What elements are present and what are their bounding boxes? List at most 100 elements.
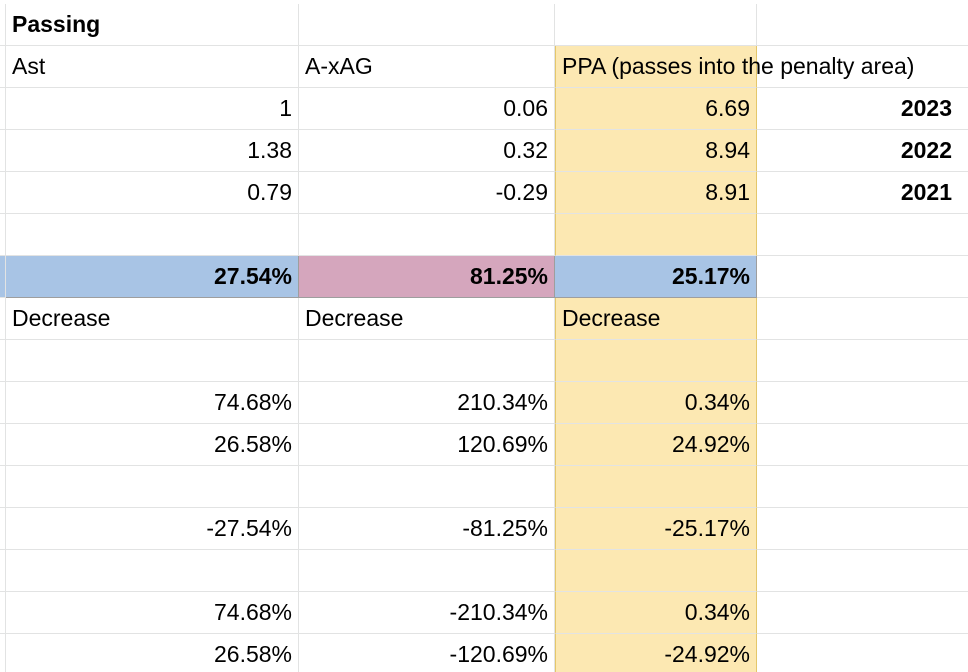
- cell-empty[interactable]: [555, 340, 757, 382]
- ppa-change-a: 0.34%: [684, 389, 750, 415]
- cell-ast-label[interactable]: Decrease: [6, 298, 299, 340]
- cell-ppa-negative-total[interactable]: -25.17%: [555, 508, 757, 550]
- cell-edge: [0, 466, 6, 508]
- cell-ast-negative-total[interactable]: -27.54%: [6, 508, 299, 550]
- cell-edge: [0, 46, 6, 88]
- sheet-row-4: 1.38 0.32 8.94 2022: [0, 130, 968, 172]
- cell-empty[interactable]: [757, 550, 968, 592]
- cell-ast-total[interactable]: 27.54%: [6, 256, 299, 298]
- cell-empty[interactable]: [757, 340, 968, 382]
- ppa-decrease-label: Decrease: [562, 305, 661, 331]
- cell-ppa-2023[interactable]: 6.69: [555, 88, 757, 130]
- header-ast: Ast: [12, 53, 46, 79]
- sheet-row-13: -27.54% -81.25% -25.17%: [0, 508, 968, 550]
- ppa-negative-total: -25.17%: [664, 515, 750, 541]
- cell-ast-change-a[interactable]: 74.68%: [6, 382, 299, 424]
- cell-axag-change-b[interactable]: 120.69%: [299, 424, 555, 466]
- cell-empty[interactable]: [555, 4, 757, 46]
- cell-empty[interactable]: [6, 466, 299, 508]
- cell-ast-2023[interactable]: 1: [6, 88, 299, 130]
- cell-edge: [0, 256, 6, 298]
- cell-edge: [0, 634, 6, 672]
- axag-change-c: -210.34%: [449, 599, 548, 625]
- section-title: Passing: [12, 11, 101, 37]
- ppa-change-b: 24.92%: [671, 431, 750, 457]
- cell-edge: [0, 424, 6, 466]
- cell-ppa-2022[interactable]: 8.94: [555, 130, 757, 172]
- sheet-row-5: 0.79 -0.29 8.91 2021: [0, 172, 968, 214]
- cell-axag-change-d[interactable]: -120.69%: [299, 634, 555, 672]
- ast-2023: 1: [279, 95, 292, 121]
- cell-header-ast[interactable]: Ast: [6, 46, 299, 88]
- cell-axag-2023[interactable]: 0.06: [299, 88, 555, 130]
- cell-ast-change-c[interactable]: 74.68%: [6, 592, 299, 634]
- cell-edge: [0, 382, 6, 424]
- axag-2022: 0.32: [503, 137, 548, 163]
- ppa-2021: 8.91: [705, 179, 750, 205]
- cell-empty[interactable]: [757, 592, 968, 634]
- cell-ast-change-b[interactable]: 26.58%: [6, 424, 299, 466]
- axag-negative-total: -81.25%: [462, 515, 548, 541]
- ast-change-a: 74.68%: [213, 389, 292, 415]
- cell-header-axag[interactable]: A-xAG: [299, 46, 555, 88]
- cell-year-2021[interactable]: 2021: [757, 172, 968, 214]
- cell-empty[interactable]: [757, 508, 968, 550]
- cell-ast-2022[interactable]: 1.38: [6, 130, 299, 172]
- cell-empty[interactable]: [757, 382, 968, 424]
- cell-ppa-change-b[interactable]: 24.92%: [555, 424, 757, 466]
- ast-change-c: 74.68%: [213, 599, 292, 625]
- cell-ast-2021[interactable]: 0.79: [6, 172, 299, 214]
- cell-edge: [0, 214, 6, 256]
- ast-change-b: 26.58%: [213, 431, 292, 457]
- cell-empty[interactable]: [757, 466, 968, 508]
- axag-change-b: 120.69%: [457, 431, 548, 457]
- cell-year-2022[interactable]: 2022: [757, 130, 968, 172]
- cell-empty[interactable]: [757, 634, 968, 672]
- cell-empty[interactable]: [757, 46, 968, 88]
- cell-ppa-change-c[interactable]: 0.34%: [555, 592, 757, 634]
- cell-empty[interactable]: [555, 550, 757, 592]
- year-2022: 2022: [900, 137, 952, 163]
- cell-empty[interactable]: [6, 550, 299, 592]
- cell-axag-negative-total[interactable]: -81.25%: [299, 508, 555, 550]
- cell-empty[interactable]: [757, 298, 968, 340]
- ppa-2022: 8.94: [705, 137, 750, 163]
- cell-empty[interactable]: [757, 4, 968, 46]
- cell-header-ppa[interactable]: PPA (passes into the penalty area): [555, 46, 914, 88]
- cell-empty[interactable]: [757, 214, 968, 256]
- cell-axag-change-a[interactable]: 210.34%: [299, 382, 555, 424]
- cell-axag-2021[interactable]: -0.29: [299, 172, 555, 214]
- cell-edge: [0, 4, 6, 46]
- cell-ppa-2021[interactable]: 8.91: [555, 172, 757, 214]
- cell-empty[interactable]: [299, 214, 555, 256]
- cell-empty[interactable]: [299, 466, 555, 508]
- cell-ast-change-d[interactable]: 26.58%: [6, 634, 299, 672]
- cell-empty[interactable]: [299, 4, 555, 46]
- cell-empty[interactable]: [299, 550, 555, 592]
- cell-axag-2022[interactable]: 0.32: [299, 130, 555, 172]
- cell-section-title[interactable]: Passing: [6, 4, 299, 46]
- cell-empty[interactable]: [555, 466, 757, 508]
- cell-ppa-change-d[interactable]: -24.92%: [555, 634, 757, 672]
- axag-2021: -0.29: [495, 179, 548, 205]
- cell-empty[interactable]: [555, 214, 757, 256]
- sheet-row-6: [0, 214, 968, 256]
- cell-empty[interactable]: [757, 424, 968, 466]
- sheet-row-3: 1 0.06 6.69 2023: [0, 88, 968, 130]
- cell-empty[interactable]: [6, 340, 299, 382]
- cell-ppa-total[interactable]: 25.17%: [555, 256, 757, 298]
- cell-empty[interactable]: [757, 256, 968, 298]
- cell-ppa-label[interactable]: Decrease: [555, 298, 757, 340]
- cell-axag-change-c[interactable]: -210.34%: [299, 592, 555, 634]
- cell-empty[interactable]: [6, 214, 299, 256]
- ast-2022: 1.38: [247, 137, 292, 163]
- ast-decrease-label: Decrease: [12, 305, 111, 331]
- cell-year-2023[interactable]: 2023: [757, 88, 968, 130]
- sheet-row-16: 26.58% -120.69% -24.92%: [0, 634, 968, 672]
- ppa-change-d: -24.92%: [664, 641, 750, 667]
- cell-empty[interactable]: [299, 340, 555, 382]
- cell-axag-total[interactable]: 81.25%: [299, 256, 555, 298]
- cell-ppa-change-a[interactable]: 0.34%: [555, 382, 757, 424]
- cell-axag-label[interactable]: Decrease: [299, 298, 555, 340]
